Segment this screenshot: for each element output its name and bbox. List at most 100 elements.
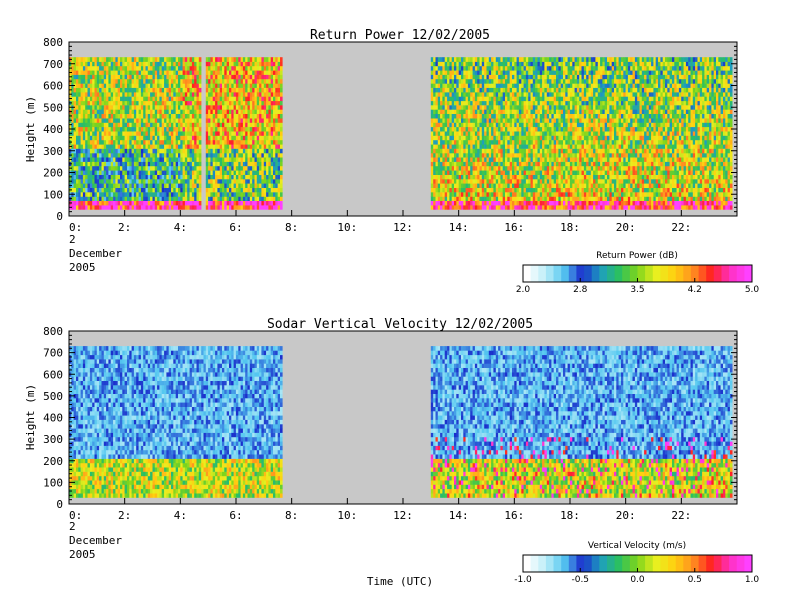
heatmap-cell: [136, 96, 139, 102]
heatmap-cell: [210, 96, 213, 102]
heatmap-cell: [180, 179, 183, 184]
heatmap-cell: [273, 161, 276, 167]
heatmap-cell: [437, 196, 441, 201]
heatmap-cell: [143, 65, 146, 71]
heatmap-cell: [106, 96, 109, 102]
heatmap-cell: [224, 65, 227, 71]
heatmap-cell: [456, 131, 459, 136]
heatmap-cell: [277, 179, 281, 184]
heatmap-cell: [266, 179, 269, 184]
heatmap-cell: [180, 96, 183, 102]
heatmap-cell: [210, 79, 213, 84]
heatmap-cell: [222, 109, 225, 114]
heatmap-cell: [194, 131, 197, 136]
heatmap-cell: [78, 87, 81, 93]
heatmap-cell: [85, 96, 88, 102]
heatmap-cell: [249, 179, 253, 184]
heatmap-cell: [451, 126, 455, 132]
heatmap-cell: [477, 109, 480, 114]
heatmap-cell: [187, 74, 190, 80]
heatmap-cell: [456, 200, 459, 206]
heatmap-cell: [280, 131, 283, 136]
heatmap-cell: [502, 157, 506, 162]
heatmap-cell: [108, 152, 111, 158]
heatmap-cell: [549, 105, 552, 110]
heatmap-cell: [222, 144, 225, 149]
heatmap-cell: [194, 187, 197, 193]
heatmap-cell: [127, 205, 130, 210]
heatmap-cell: [259, 126, 262, 132]
heatmap-cell: [140, 131, 144, 136]
heatmap-cell: [268, 148, 271, 154]
heatmap-cell: [101, 100, 105, 106]
heatmap-cell: [523, 109, 527, 114]
heatmap-cell: [486, 170, 490, 175]
heatmap-cell: [456, 139, 459, 145]
heatmap-cell: [488, 135, 492, 141]
heatmap-cell: [82, 122, 86, 128]
heatmap-cell: [447, 122, 450, 128]
heatmap-cell: [491, 144, 494, 149]
heatmap-cell: [208, 122, 211, 128]
heatmap-cell: [94, 152, 98, 158]
heatmap-cell: [178, 157, 181, 162]
heatmap-cell: [122, 70, 125, 75]
heatmap-cell: [546, 70, 550, 75]
heatmap-cell: [493, 170, 496, 175]
heatmap-cell: [500, 57, 503, 62]
heatmap-cell: [147, 100, 151, 106]
heatmap-cell: [435, 74, 439, 80]
heatmap-cell: [238, 205, 241, 210]
heatmap-cell: [73, 200, 77, 206]
heatmap-cell: [106, 109, 109, 114]
heatmap-cell: [523, 126, 527, 132]
heatmap-cell: [120, 192, 123, 197]
heatmap-cell: [502, 187, 506, 193]
heatmap-cell: [233, 187, 237, 193]
heatmap-cell: [152, 144, 156, 149]
heatmap-cell: [537, 79, 541, 84]
heatmap-cell: [477, 135, 480, 141]
heatmap-cell: [124, 79, 128, 84]
heatmap-cell: [263, 126, 267, 132]
heatmap-cell: [491, 135, 494, 141]
heatmap-cell: [245, 192, 248, 197]
heatmap-cell: [222, 200, 225, 206]
heatmap-cell: [266, 200, 269, 206]
heatmap-cell: [495, 148, 499, 154]
heatmap-cell: [537, 92, 541, 97]
heatmap-cell: [212, 74, 216, 80]
heatmap-cell: [76, 122, 79, 128]
heatmap-cell: [208, 87, 211, 93]
heatmap-cell: [129, 65, 132, 71]
heatmap-cell: [182, 74, 186, 80]
heatmap-cell: [120, 200, 123, 206]
heatmap-cell: [449, 183, 452, 188]
heatmap-cell: [525, 87, 529, 93]
heatmap-cell: [277, 122, 281, 128]
heatmap-cell: [184, 139, 188, 145]
heatmap-cell: [514, 70, 517, 75]
heatmap-cell: [175, 135, 179, 141]
heatmap-cell: [147, 135, 151, 141]
heatmap-cell: [509, 74, 513, 80]
heatmap-cell: [222, 122, 225, 128]
heatmap-cell: [224, 192, 227, 197]
heatmap-cell: [498, 139, 501, 145]
heatmap-cell: [71, 205, 74, 210]
heatmap-cell: [157, 100, 160, 106]
heatmap-cell: [129, 131, 132, 136]
heatmap-cell: [198, 135, 202, 141]
heatmap-cell: [187, 122, 190, 128]
heatmap-cell: [245, 205, 248, 210]
heatmap-cell: [215, 200, 218, 206]
heatmap-cell: [198, 131, 202, 136]
heatmap-cell: [509, 148, 513, 154]
heatmap-cell: [525, 126, 529, 132]
heatmap-cell: [212, 87, 216, 93]
heatmap-cell: [164, 157, 167, 162]
heatmap-cell: [180, 144, 183, 149]
heatmap-cell: [138, 161, 142, 167]
heatmap-cell: [235, 148, 239, 154]
heatmap-cell: [101, 126, 105, 132]
